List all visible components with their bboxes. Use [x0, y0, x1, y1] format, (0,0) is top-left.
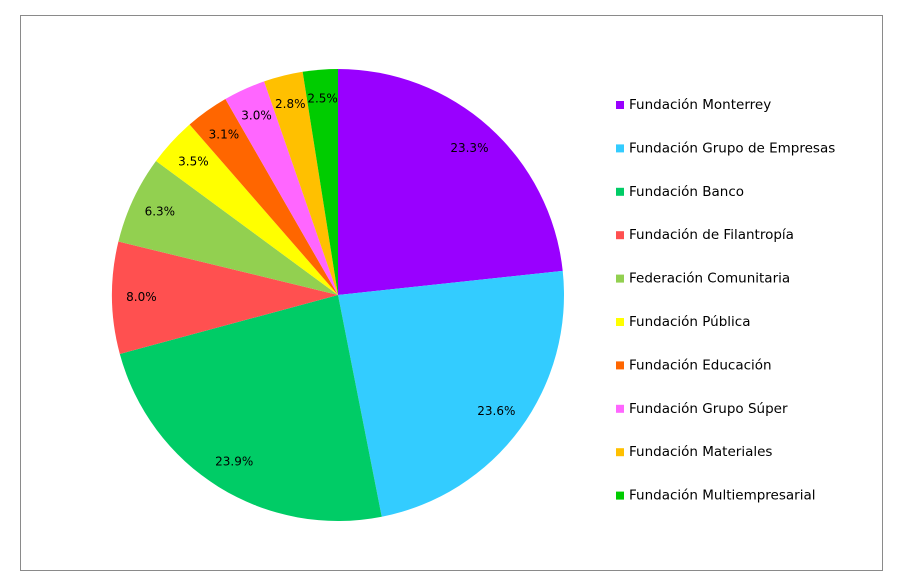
pie-slice [118, 161, 339, 295]
legend-swatch [616, 448, 624, 457]
legend-label: Fundación Educación [629, 357, 772, 373]
pie-slice [338, 270, 564, 517]
data-label: 23.3% [450, 141, 488, 155]
legend-swatch [616, 231, 624, 240]
data-label: 3.5% [178, 154, 209, 168]
pie-slice [156, 124, 338, 295]
pie-slice [119, 295, 382, 521]
legend-label: Fundación Grupo Súper [629, 401, 788, 417]
data-label: 23.6% [477, 404, 515, 418]
legend-label: Fundación de Filantropía [629, 227, 794, 243]
legend-swatch [616, 491, 624, 500]
legend-swatch [616, 187, 624, 196]
data-label: 3.0% [241, 109, 272, 123]
legend-label: Fundación Multiempresarial [629, 488, 815, 504]
legend-label: Fundación Materiales [629, 444, 772, 460]
legend-label: Fundación Grupo de Empresas [629, 140, 835, 156]
legend-swatch [616, 318, 624, 326]
pie-slice [264, 71, 338, 295]
legend-label: Fundación Banco [629, 184, 744, 200]
data-label: 2.8% [275, 97, 306, 111]
pie-slice [302, 69, 338, 295]
legend-label: Fundación Monterrey [629, 97, 771, 113]
data-label: 2.5% [307, 91, 338, 105]
data-label: 6.3% [145, 204, 176, 218]
pie-slice [225, 81, 338, 296]
data-label: 8.0% [126, 290, 157, 304]
data-label: 23.9% [215, 454, 253, 468]
pie-slice [111, 241, 338, 354]
legend-label: Federación Comunitaria [629, 271, 790, 287]
legend-swatch [616, 361, 624, 370]
pie-slice [338, 69, 563, 295]
legend-swatch [616, 404, 624, 413]
legend-swatch [616, 101, 624, 109]
legend-swatch [616, 144, 624, 153]
legend-swatch [616, 274, 624, 283]
data-label: 3.1% [209, 127, 240, 141]
legend-label: Fundación Pública [629, 314, 751, 330]
pie-slice [189, 99, 338, 295]
